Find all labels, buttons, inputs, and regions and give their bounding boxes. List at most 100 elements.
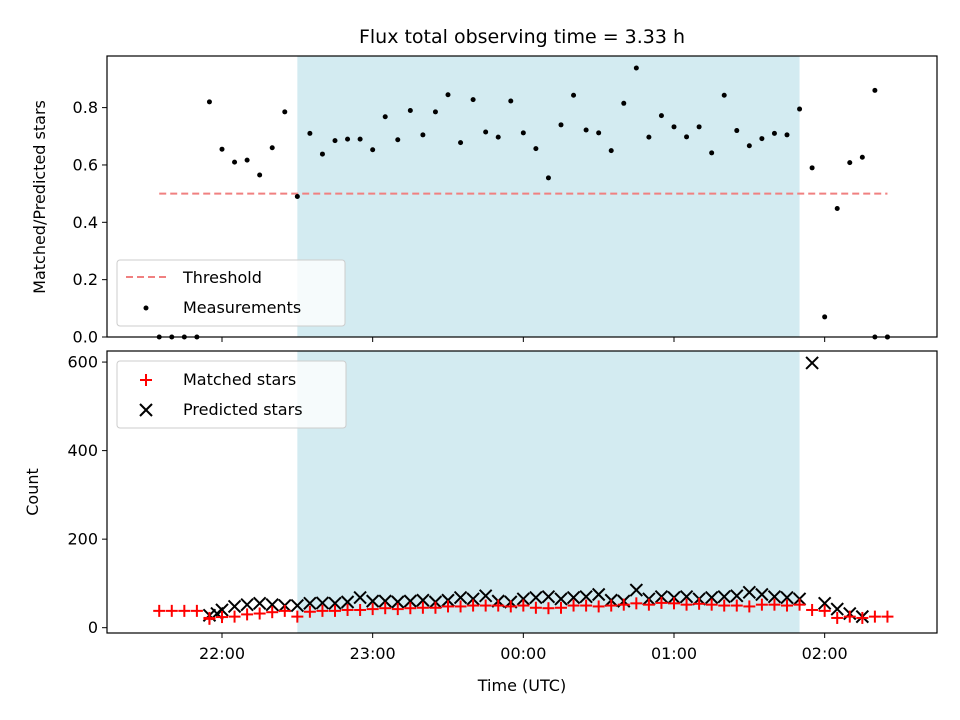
predicted-stars-point bbox=[591, 587, 606, 602]
predicted-stars-point bbox=[742, 585, 757, 599]
matched-stars-point bbox=[881, 610, 894, 623]
measurement-point bbox=[282, 109, 288, 115]
measurement-point bbox=[658, 113, 664, 119]
predicted-stars-point bbox=[265, 597, 279, 612]
predicted-stars-point bbox=[830, 602, 844, 616]
matched-stars-point bbox=[216, 611, 228, 624]
bottom-x-tick-label: 02:00 bbox=[802, 644, 848, 663]
measurements-legend-marker bbox=[143, 305, 149, 311]
bottom-y-tick-label: 200 bbox=[67, 530, 98, 549]
predicted-stars-point bbox=[529, 590, 543, 605]
measurement-point bbox=[307, 130, 313, 136]
matched-stars-point bbox=[454, 600, 467, 613]
matched-stars-point bbox=[178, 604, 191, 617]
measurement-point bbox=[608, 148, 614, 154]
measurement-point bbox=[483, 129, 489, 135]
measurement-point bbox=[545, 175, 551, 181]
bottom-y-tick-label: 0 bbox=[88, 618, 98, 637]
matched-stars-point bbox=[705, 598, 718, 611]
measurement-point bbox=[633, 65, 639, 71]
measurement-point bbox=[445, 92, 451, 98]
predicted-stars-point bbox=[566, 590, 581, 605]
predicted-stars-point bbox=[466, 592, 480, 606]
measurement-point bbox=[382, 114, 388, 120]
matched-stars-point bbox=[567, 599, 580, 612]
measurement-point bbox=[257, 172, 263, 178]
top-axes-frame bbox=[106, 55, 938, 338]
matched-stars-point bbox=[868, 610, 881, 623]
predicted-stars-point bbox=[679, 589, 694, 604]
top-y-ticks: 0.0 0.2 0.4 0.6 0.8 bbox=[73, 98, 107, 347]
matched-stars-point bbox=[492, 599, 505, 612]
top-chart-title: Flux total observing time = 3.33 h bbox=[359, 26, 685, 48]
top-legend-box bbox=[116, 259, 346, 327]
matched-stars-point bbox=[680, 598, 693, 611]
matched-stars-point bbox=[517, 599, 530, 612]
matched-stars-point bbox=[617, 598, 630, 611]
measurement-point bbox=[784, 132, 790, 138]
top-y-tick-label: 0.2 bbox=[73, 270, 98, 289]
top-plot-marks bbox=[156, 65, 890, 340]
matched-stars-point bbox=[228, 610, 241, 623]
measurement-point bbox=[508, 98, 514, 104]
matched-stars-point bbox=[241, 608, 254, 621]
matched-stars-point bbox=[642, 598, 655, 611]
matched-stars-point bbox=[781, 599, 793, 612]
predicted-stars-point bbox=[704, 590, 719, 605]
measurement-point bbox=[684, 134, 690, 140]
top-y-tick-label: 0.4 bbox=[73, 213, 98, 232]
predicted-stars-point bbox=[365, 594, 380, 608]
matched-stars-point bbox=[605, 599, 618, 612]
measurement-point bbox=[746, 143, 752, 149]
predicted-stars-point bbox=[315, 596, 330, 610]
threshold-legend-label: Threshold bbox=[182, 268, 262, 287]
measurement-point bbox=[395, 137, 401, 143]
matched-legend-marker bbox=[140, 374, 152, 386]
matched-stars-point bbox=[291, 610, 304, 623]
matched-stars-point bbox=[165, 604, 178, 617]
bottom-y-axis-label: Count bbox=[23, 468, 42, 516]
predicted-stars-point bbox=[717, 589, 731, 604]
bottom-panel: 0 200 400 600 22:00 23:00 00:00 01:00 02:00 Tim… bbox=[23, 350, 938, 695]
predicted-legend-label: Predicted stars bbox=[183, 400, 303, 419]
bottom-x-axis-label: Time (UTC) bbox=[477, 676, 566, 695]
measurement-point bbox=[345, 136, 351, 142]
matched-stars-point bbox=[467, 599, 480, 612]
measurement-point bbox=[771, 130, 777, 136]
measurement-point bbox=[759, 136, 765, 142]
matched-stars-point bbox=[793, 598, 806, 611]
predicted-stars-point bbox=[730, 589, 744, 603]
measurement-point bbox=[206, 99, 212, 105]
matched-stars-point bbox=[592, 600, 605, 613]
matched-stars-point bbox=[555, 601, 567, 614]
measurement-point bbox=[244, 157, 250, 163]
measurement-point bbox=[621, 100, 627, 106]
matched-stars-point bbox=[755, 598, 768, 611]
measurement-point bbox=[407, 107, 413, 113]
bottom-x-tick-label: 22:00 bbox=[199, 644, 245, 663]
measurement-point bbox=[734, 128, 740, 134]
top-y-tick-label: 0.6 bbox=[73, 155, 98, 174]
matched-stars-point bbox=[366, 603, 379, 616]
predicted-stars-point bbox=[252, 596, 267, 611]
predicted-legend-marker bbox=[139, 403, 153, 417]
predicted-stars-point bbox=[340, 595, 355, 609]
measurements-legend-label: Measurements bbox=[183, 298, 301, 317]
measurement-point bbox=[847, 160, 853, 166]
measurement-point bbox=[646, 134, 652, 140]
measurement-point bbox=[470, 97, 476, 103]
matched-stars-point bbox=[442, 600, 454, 613]
predicted-stars-point bbox=[554, 592, 568, 606]
measurement-point bbox=[319, 151, 325, 157]
matched-stars-point bbox=[743, 600, 756, 613]
matched-stars-point bbox=[668, 597, 680, 610]
matched-stars-point bbox=[542, 602, 555, 615]
measurement-point bbox=[558, 122, 564, 128]
bottom-plot-marks bbox=[153, 356, 894, 625]
top-y-tick-label: 0.8 bbox=[73, 98, 98, 117]
matched-stars-point bbox=[504, 600, 517, 613]
top-y-tick-label: 0.0 bbox=[73, 328, 98, 347]
measurement-point bbox=[671, 124, 677, 130]
matched-stars-point bbox=[630, 597, 643, 610]
